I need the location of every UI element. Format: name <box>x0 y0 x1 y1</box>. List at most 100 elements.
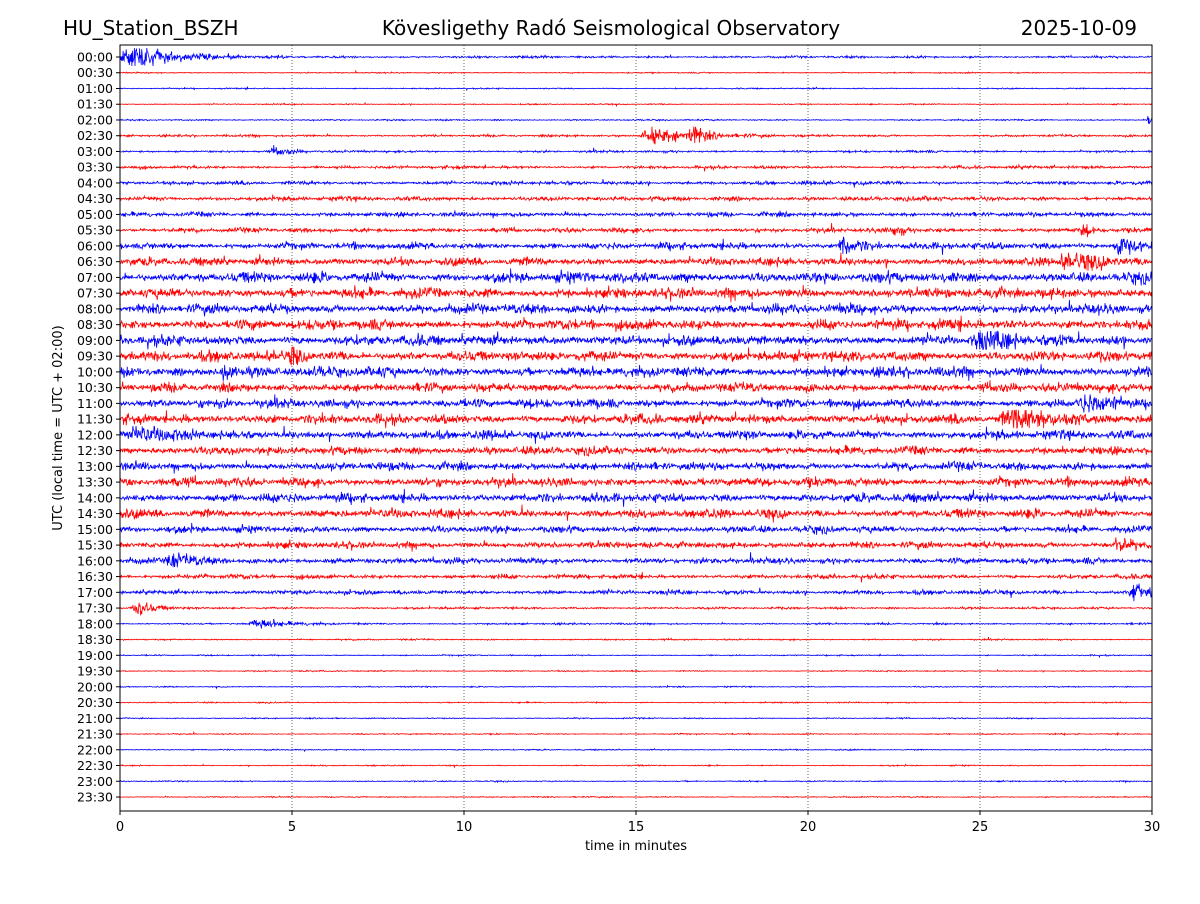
trace-0330 <box>119 163 1153 172</box>
trace-1930 <box>120 668 1153 673</box>
y-tick-label: 16:30 <box>77 569 113 584</box>
x-tick-label: 0 <box>116 820 124 835</box>
trace-0130 <box>119 101 1153 108</box>
y-tick-label: 07:30 <box>77 286 113 301</box>
y-tick-label: 06:00 <box>77 238 113 253</box>
x-tick-label: 20 <box>800 820 817 835</box>
trace-0700 <box>119 268 1153 286</box>
y-tick-label: 19:30 <box>77 664 113 679</box>
trace-1330 <box>119 473 1153 489</box>
trace-1130 <box>119 409 1153 429</box>
trace-1200 <box>119 425 1153 444</box>
y-tick-label: 13:30 <box>77 475 113 490</box>
y-axis-label: UTC (local time = UTC + 02:00) <box>51 325 66 530</box>
y-tick-label: 00:00 <box>77 50 113 65</box>
y-tick-label: 20:00 <box>77 679 113 694</box>
date-title: 2025-10-09 <box>1021 16 1137 40</box>
y-tick-label: 15:30 <box>77 538 113 553</box>
trace-0230 <box>119 126 1153 145</box>
y-tick-label: 06:30 <box>77 254 113 269</box>
trace-0430 <box>119 194 1153 204</box>
x-tick-label: 25 <box>972 820 989 835</box>
trace-0030 <box>119 69 1153 75</box>
y-tick-label: 09:30 <box>77 349 113 364</box>
y-tick-label: 02:00 <box>77 112 113 127</box>
y-tick-label: 19:00 <box>77 648 113 663</box>
x-tick-label: 15 <box>628 820 645 835</box>
y-tick-label: 21:00 <box>77 711 113 726</box>
trace-1730 <box>119 602 1153 616</box>
x-tick-label: 10 <box>456 820 473 835</box>
y-tick-label: 09:00 <box>77 333 113 348</box>
chart-title: Kövesligethy Radó Seismological Observat… <box>382 16 840 40</box>
y-tick-label: 12:00 <box>77 427 113 442</box>
trace-1530 <box>119 537 1153 552</box>
trace-2330 <box>119 795 1152 799</box>
trace-2200 <box>119 747 1153 753</box>
y-tick-label: 04:00 <box>77 175 113 190</box>
trace-1230 <box>119 444 1153 457</box>
trace-0300 <box>119 144 1153 156</box>
y-tick-label: 21:30 <box>77 727 113 742</box>
y-tick-label: 05:30 <box>77 223 113 238</box>
trace-1830 <box>120 637 1153 642</box>
y-tick-label: 07:00 <box>77 270 113 285</box>
trace-0800 <box>119 299 1153 317</box>
y-tick-label: 01:30 <box>77 97 113 112</box>
trace-0100 <box>119 85 1153 92</box>
trace-1900 <box>119 653 1153 659</box>
x-tick-label: 30 <box>1144 820 1161 835</box>
y-tick-label: 00:30 <box>77 65 113 80</box>
y-tick-label: 03:00 <box>77 144 113 159</box>
y-tick-label: 11:00 <box>77 396 113 411</box>
y-tick-label: 02:30 <box>77 128 113 143</box>
y-tick-label: 23:00 <box>77 774 113 789</box>
trace-0930 <box>119 346 1153 366</box>
trace-2000 <box>119 684 1153 690</box>
trace-1500 <box>119 522 1153 536</box>
y-tick-label: 22:00 <box>77 742 113 757</box>
trace-1800 <box>119 618 1153 629</box>
y-tick-label: 17:30 <box>77 601 113 616</box>
y-tick-label: 08:30 <box>77 317 113 332</box>
trace-0400 <box>119 178 1153 188</box>
trace-1600 <box>119 552 1153 568</box>
trace-1030 <box>119 380 1153 395</box>
y-tick-label: 20:30 <box>77 695 113 710</box>
trace-0530 <box>119 222 1153 238</box>
trace-0200 <box>120 115 1153 124</box>
trace-1700 <box>119 583 1153 602</box>
trace-0000 <box>119 47 1153 67</box>
y-tick-label: 13:00 <box>77 459 113 474</box>
y-tick-label: 22:30 <box>77 758 113 773</box>
y-tick-label: 18:00 <box>77 616 113 631</box>
trace-1300 <box>119 459 1153 474</box>
trace-1630 <box>119 571 1153 583</box>
trace-1000 <box>119 364 1153 381</box>
y-tick-label: 14:00 <box>77 490 113 505</box>
y-tick-label: 03:30 <box>77 160 113 175</box>
trace-0630 <box>119 252 1153 271</box>
y-tick-label: 04:30 <box>77 191 113 206</box>
trace-0600 <box>119 236 1153 256</box>
trace-2230 <box>120 763 1152 769</box>
trace-2300 <box>119 779 1153 784</box>
trace-2130 <box>119 730 1153 737</box>
y-tick-label: 18:30 <box>77 632 113 647</box>
y-tick-label: 08:00 <box>77 301 113 316</box>
y-tick-label: 12:30 <box>77 443 113 458</box>
y-tick-label: 14:30 <box>77 506 113 521</box>
y-tick-label: 10:30 <box>77 380 113 395</box>
trace-1400 <box>119 488 1152 507</box>
trace-1100 <box>119 394 1153 413</box>
x-axis-label: time in minutes <box>585 839 687 854</box>
trace-0830 <box>119 315 1153 333</box>
x-tick-label: 5 <box>288 820 296 835</box>
y-tick-label: 17:00 <box>77 585 113 600</box>
station-title: HU_Station_BSZH <box>63 16 239 40</box>
trace-0500 <box>119 209 1153 219</box>
y-tick-label: 10:00 <box>77 364 113 379</box>
y-tick-label: 01:00 <box>77 81 113 96</box>
trace-0900 <box>119 330 1153 350</box>
